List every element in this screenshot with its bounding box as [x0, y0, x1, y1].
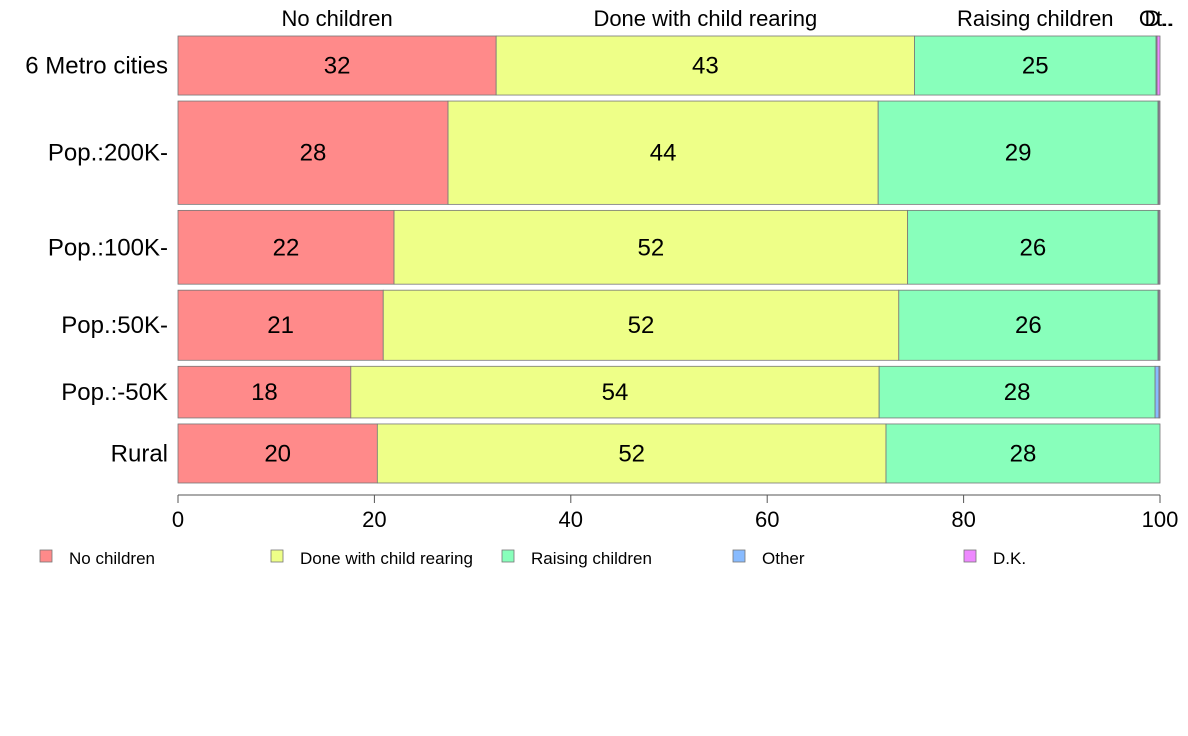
- bar-segment-raising-children: [885, 423, 1161, 484]
- bar-segment-no-children: [177, 365, 352, 419]
- x-tick-label: 40: [559, 507, 583, 532]
- bar-segment-done-with-child-rearing: [393, 209, 909, 285]
- bar-segment-done-with-child-rearing: [495, 35, 915, 96]
- bars-group: 32 43 25 28 44 29 22 52 26 21 52 26 18 54 28 20 52 28: [177, 35, 1161, 484]
- bar-segment-d-k: [1158, 365, 1161, 419]
- legend-label: No children: [69, 549, 155, 568]
- bar-segment-done-with-child-rearing: [376, 423, 887, 484]
- legend-swatch: [732, 549, 746, 563]
- series-top-label: D..: [1144, 6, 1172, 31]
- data-label: 28: [1010, 440, 1037, 467]
- data-label: 54: [602, 379, 629, 406]
- data-label: 25: [1022, 53, 1049, 80]
- category-label: Pop.:200K-: [48, 140, 168, 167]
- data-label: 32: [324, 53, 351, 80]
- x-tick-label: 100: [1142, 507, 1179, 532]
- bar-segment-d-k: [1158, 209, 1161, 285]
- series-top-labels: No children Done with child rearing Raisin…: [281, 6, 1174, 31]
- bar-segment-d-k: [1156, 35, 1161, 96]
- legend-label: D.K.: [993, 549, 1026, 568]
- legend-label: Other: [762, 549, 805, 568]
- data-label: 52: [618, 440, 645, 467]
- data-label: 52: [637, 234, 664, 261]
- series-top-label: No children: [281, 6, 392, 31]
- category-label: Rural: [111, 440, 168, 467]
- legend-label: Raising children: [531, 549, 652, 568]
- data-label: 22: [273, 234, 300, 261]
- legend-label: Done with child rearing: [300, 549, 473, 568]
- bar-segment-no-children: [177, 423, 378, 484]
- bar-segment-other: [1154, 365, 1160, 419]
- data-label: 43: [692, 53, 719, 80]
- bar-segment-done-with-child-rearing: [382, 289, 900, 361]
- category-label: Pop.:-50K: [61, 379, 168, 406]
- data-label: 52: [628, 312, 655, 339]
- legend-swatch: [270, 549, 284, 563]
- bar-segment-d-k: [1158, 289, 1161, 361]
- data-label: 28: [1004, 379, 1031, 406]
- bar-segment-no-children: [177, 100, 449, 205]
- bar-segment-no-children: [177, 35, 497, 96]
- legend-swatch: [39, 549, 53, 563]
- bar-segment-raising-children: [878, 365, 1156, 419]
- bar-segment-done-with-child-rearing: [447, 100, 879, 205]
- data-label: 18: [251, 379, 278, 406]
- data-label: 44: [650, 140, 677, 167]
- data-label: 26: [1015, 312, 1042, 339]
- legend-swatch: [963, 549, 977, 563]
- data-label: 26: [1019, 234, 1046, 261]
- legend: No children Done with child rearing Raisin…: [39, 549, 1026, 568]
- bar-segment-done-with-child-rearing: [350, 365, 880, 419]
- data-label: 20: [264, 440, 291, 467]
- x-tick-label: 0: [172, 507, 184, 532]
- bar-segment-d-k: [1158, 100, 1161, 205]
- series-top-label: Done with child rearing: [593, 6, 817, 31]
- bar-segment-raising-children: [877, 100, 1159, 205]
- data-label: 29: [1005, 140, 1032, 167]
- bar-segment-raising-children: [898, 289, 1159, 361]
- data-label: 21: [267, 312, 294, 339]
- x-tick-label: 80: [951, 507, 975, 532]
- x-axis: 0 20 40 60 80 100: [172, 494, 1179, 532]
- series-top-label: Raising children: [957, 6, 1114, 31]
- category-label: Pop.:50K-: [61, 312, 168, 339]
- series-top-label: Ot..: [1139, 6, 1174, 31]
- bar-segment-no-children: [177, 289, 384, 361]
- data-label: 28: [300, 140, 327, 167]
- bar-segment-no-children: [177, 209, 395, 285]
- bar-segment-raising-children: [907, 209, 1159, 285]
- x-tick-label: 20: [362, 507, 386, 532]
- x-tick-label: 60: [755, 507, 779, 532]
- category-label: 6 Metro cities: [25, 53, 168, 80]
- category-labels: 6 Metro cities Pop.:200K- Pop.:100K- Pop.:5…: [25, 53, 168, 468]
- bar-segment-raising-children: [914, 35, 1157, 96]
- category-label: Pop.:100K-: [48, 234, 168, 261]
- legend-swatch: [501, 549, 515, 563]
